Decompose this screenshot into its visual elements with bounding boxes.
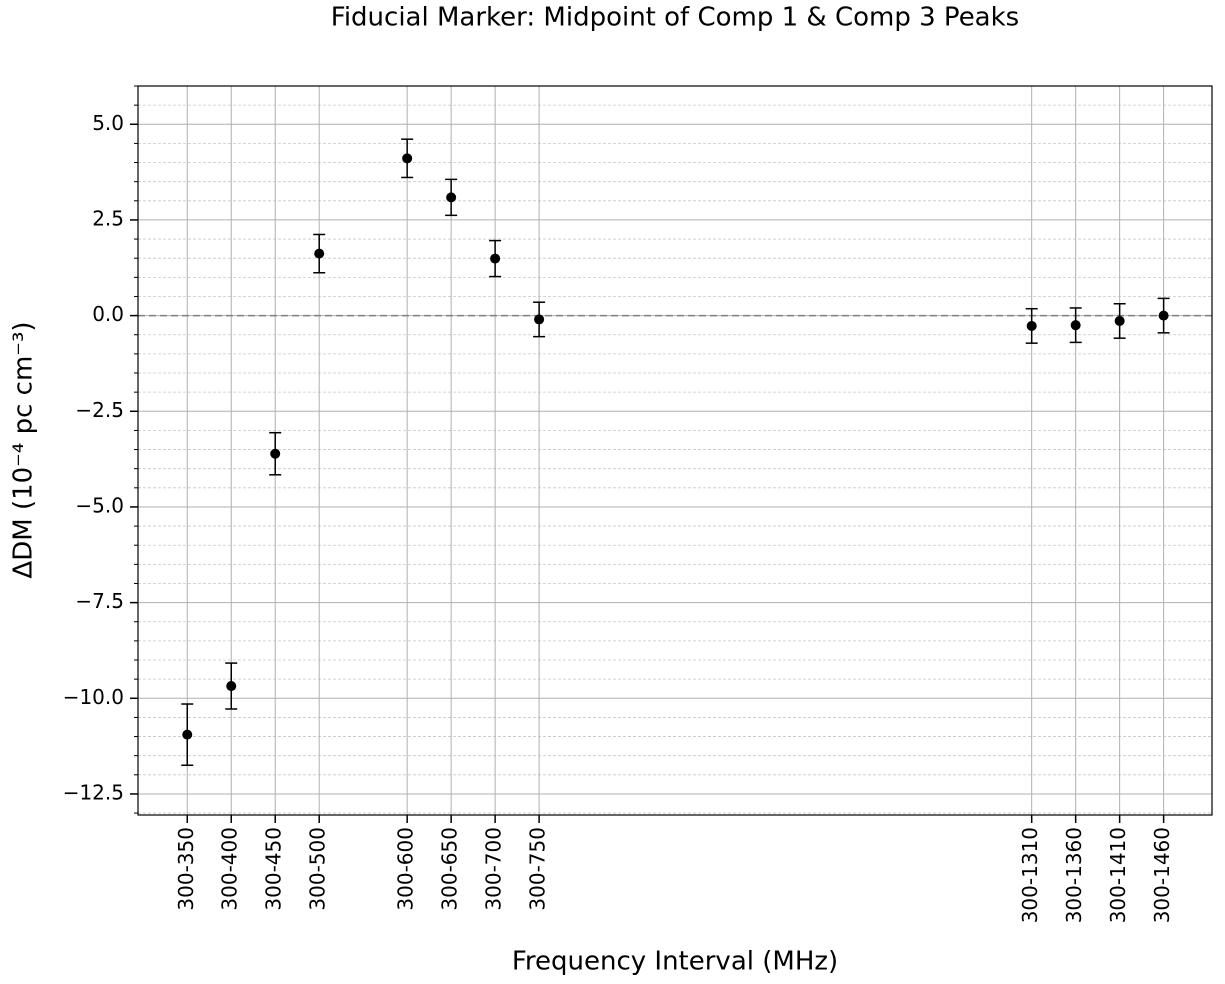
point — [1026, 320, 1037, 331]
point — [182, 729, 193, 740]
point — [270, 448, 281, 459]
y-axis-label: ΔDM (10⁻⁴ pc cm⁻³) — [9, 321, 39, 578]
x-tick-label: 300-600 — [394, 827, 418, 911]
point — [226, 681, 237, 692]
x-tick-label: 300-1360 — [1062, 827, 1086, 923]
x-tick-label: 300-700 — [482, 827, 506, 911]
point — [1114, 315, 1125, 326]
point — [446, 192, 457, 203]
y-tick-label: 2.5 — [92, 206, 124, 230]
x-tick-label: 300-1410 — [1106, 827, 1130, 923]
x-tick-label: 300-350 — [174, 827, 198, 911]
x-tick-label: 300-500 — [306, 827, 330, 911]
x-tick-label: 300-650 — [438, 827, 462, 911]
y-tick-label: −5.0 — [75, 493, 124, 517]
point — [314, 248, 325, 259]
x-tick-label: 300-400 — [218, 827, 242, 911]
x-tick-label: 300-1460 — [1150, 827, 1174, 923]
point — [1158, 310, 1169, 321]
point — [1070, 320, 1081, 331]
point — [490, 253, 501, 264]
y-tick-label: −7.5 — [75, 589, 124, 613]
x-tick-label: 300-450 — [262, 827, 286, 911]
y-tick-label: 5.0 — [92, 111, 124, 135]
point — [402, 153, 413, 164]
x-tick-label: 300-1310 — [1018, 827, 1042, 923]
x-axis-label: Frequency Interval (MHz) — [512, 947, 838, 977]
point — [534, 314, 545, 325]
plot-frame — [137, 85, 1213, 816]
y-tick-label: 0.0 — [92, 302, 124, 326]
x-tick-label: 300-750 — [526, 827, 550, 911]
chart-title: Fiducial Marker: Midpoint of Comp 1 & Co… — [331, 3, 1019, 33]
y-tick-label: −10.0 — [63, 685, 124, 709]
y-tick-label: −12.5 — [63, 780, 124, 804]
y-tick-label: −2.5 — [75, 398, 124, 422]
